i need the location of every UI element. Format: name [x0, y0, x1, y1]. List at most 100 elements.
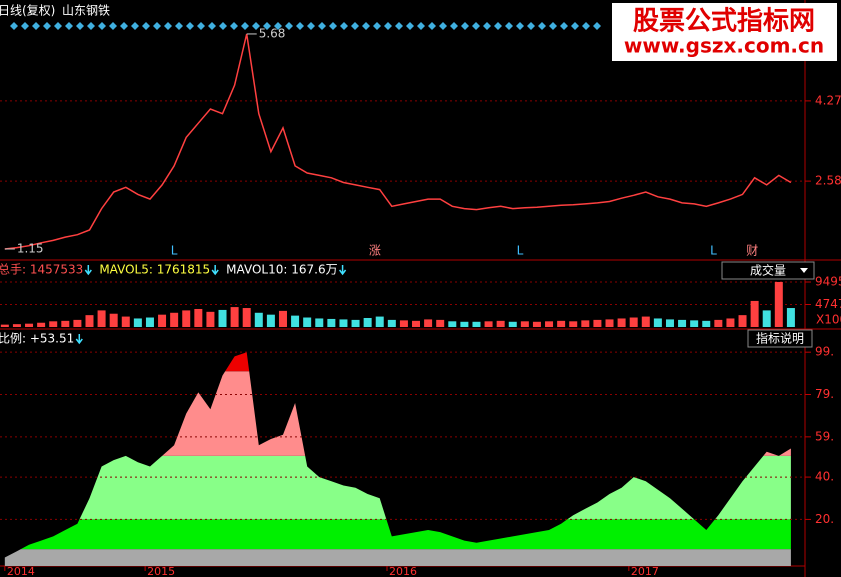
- indicator-button[interactable]: [721, 261, 815, 280]
- volume-bar: [278, 310, 287, 327]
- volume-bar: [750, 300, 759, 327]
- signal-diamond: [439, 22, 447, 30]
- volume-bar: [73, 319, 82, 327]
- signal-diamond: [296, 22, 304, 30]
- volume-bar: [702, 320, 711, 327]
- volume-bar: [303, 317, 312, 327]
- volume-bar: [399, 320, 408, 327]
- watermark-name: 股票公式指标网: [633, 7, 815, 37]
- button-label[interactable]: 指标说明: [756, 331, 804, 346]
- volume-bar: [484, 321, 493, 327]
- volume-bar: [182, 310, 191, 327]
- x-tick-label: 2015: [147, 565, 175, 577]
- volume-bar: [605, 319, 614, 327]
- signal-diamond: [428, 22, 436, 30]
- signal-diamond: [505, 22, 513, 30]
- volume-bar: [678, 319, 687, 327]
- y-tick-label: 59.: [815, 429, 834, 443]
- signal-diamond: [175, 22, 183, 30]
- signal-label: 涨: [369, 243, 381, 258]
- signal-diamond: [164, 22, 172, 30]
- signal-diamond: [395, 22, 403, 30]
- volume-bar: [387, 319, 396, 327]
- unit-label: X100: [816, 313, 841, 327]
- signal-diamond: [307, 22, 315, 30]
- button-label[interactable]: 成交量: [750, 263, 786, 278]
- annotation-label: 1.15: [17, 241, 44, 255]
- volume-bar: [786, 308, 795, 327]
- volume-bar: [532, 321, 541, 327]
- signal-diamond: [450, 22, 458, 30]
- price-line: [4, 33, 792, 250]
- signal-diamond: [21, 22, 29, 30]
- y-tick-label: 4.27: [815, 93, 841, 107]
- signal-diamond: [406, 22, 414, 30]
- y-tick-label: 4747: [815, 297, 841, 311]
- signal-diamond: [87, 22, 95, 30]
- x-tick-label: 2017: [631, 565, 659, 577]
- volume-bar: [496, 320, 505, 327]
- trend-arrow: [338, 265, 347, 276]
- volume-bar: [49, 321, 58, 327]
- y-tick-label: 79.: [815, 387, 834, 401]
- signal-diamond: [65, 22, 73, 30]
- volume-bar: [133, 318, 142, 327]
- signal-label: L: [710, 244, 717, 258]
- volume-bar: [327, 318, 336, 327]
- signal-diamond: [571, 22, 579, 30]
- volume-bar: [641, 316, 650, 327]
- volume-bar: [520, 321, 529, 327]
- stock-name: 山东钢铁: [62, 4, 110, 18]
- signal-label: L: [517, 244, 524, 258]
- volume-bar: [351, 319, 360, 327]
- volume-bar: [738, 315, 747, 327]
- signal-diamond: [241, 22, 249, 30]
- help-button[interactable]: [747, 329, 813, 348]
- legend-entry: MAVOL10: 167.6万: [226, 263, 337, 277]
- signal-diamond: [593, 22, 601, 30]
- volume-bar: [206, 311, 215, 327]
- legend-entry: 总手: 1457533: [0, 263, 83, 277]
- ratio-area: [79, 455, 791, 520]
- volume-bar: [170, 312, 179, 327]
- signal-diamond: [538, 22, 546, 30]
- signal-diamond: [384, 22, 392, 30]
- volume-bar: [339, 319, 348, 327]
- signal-diamond: [549, 22, 557, 30]
- y-tick-label: 2.58: [815, 174, 841, 188]
- volume-bar: [690, 320, 699, 327]
- signal-diamond: [516, 22, 524, 30]
- volume-bar: [218, 309, 227, 327]
- signal-diamond: [582, 22, 590, 30]
- volume-bar: [545, 321, 554, 327]
- volume-bar: [242, 308, 251, 327]
- volume-bar: [557, 320, 566, 327]
- volume-bar: [508, 321, 517, 327]
- volume-bar: [448, 321, 457, 327]
- volume-bar: [424, 319, 433, 327]
- trend-arrow: [75, 334, 83, 345]
- volume-bar: [266, 314, 275, 327]
- signal-diamond: [197, 22, 205, 30]
- volume-bar: [230, 307, 239, 327]
- signal-diamond: [120, 22, 128, 30]
- volume-bar: [581, 320, 590, 327]
- volume-bar: [254, 312, 263, 327]
- signal-diamond: [208, 22, 216, 30]
- y-tick-label: 20.: [815, 512, 834, 526]
- y-tick-label: 9495: [815, 274, 841, 288]
- ratio-area: [20, 519, 791, 550]
- watermark-url: www.gszx.com.cn: [624, 34, 824, 58]
- volume-bar: [436, 319, 445, 327]
- volume-bar: [121, 316, 130, 327]
- volume-bar: [569, 321, 578, 327]
- y-tick-label: 40.: [815, 470, 834, 484]
- volume-bar: [12, 324, 21, 327]
- dropdown-arrow[interactable]: [800, 268, 808, 273]
- volume-bar: [97, 310, 106, 327]
- signal-diamond: [318, 22, 326, 30]
- volume-bar: [774, 281, 783, 327]
- volume-bar: [460, 321, 469, 327]
